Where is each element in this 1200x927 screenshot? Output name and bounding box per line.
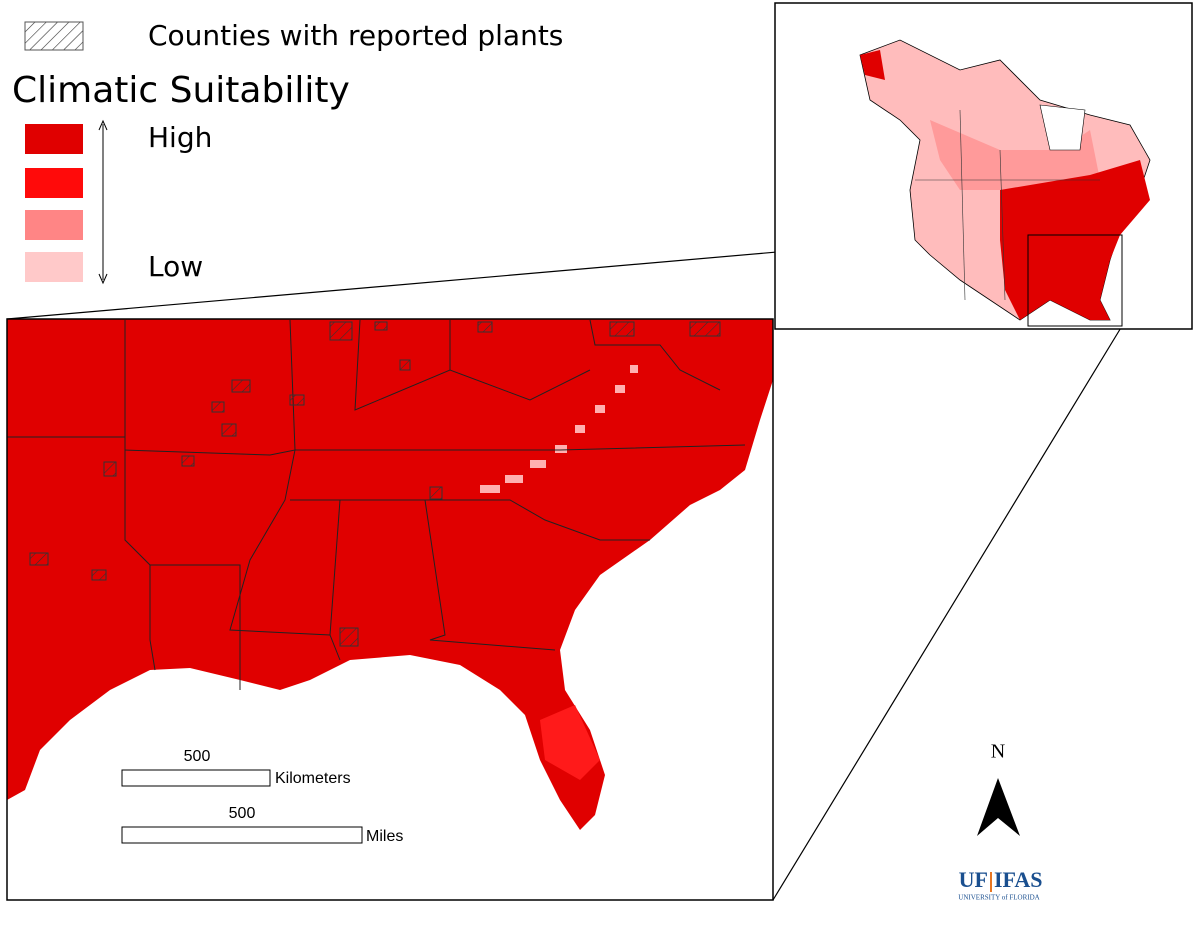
swatch	[25, 168, 83, 198]
scale-bar-mi	[121, 826, 363, 844]
scale-unit: Kilometers	[275, 770, 351, 787]
low-suitability-patches	[480, 365, 638, 493]
main-map	[6, 318, 774, 901]
north-arrow	[977, 778, 1020, 836]
scale-arrow	[98, 119, 108, 285]
legend-title: Climatic Suitability	[12, 70, 350, 111]
scale-bar-km	[121, 769, 271, 787]
swatch-low	[25, 252, 83, 282]
logo-left: UF	[959, 867, 988, 892]
swatch	[25, 210, 83, 240]
state-borders	[7, 319, 746, 690]
inset-map	[774, 2, 1193, 330]
logo-right: IFAS	[994, 867, 1043, 892]
hatch-swatch	[24, 21, 84, 51]
zoom-lines	[6, 239, 1123, 901]
scale-unit: Miles	[366, 828, 403, 845]
scale-distance: 500	[229, 805, 256, 822]
reported-counties	[29, 321, 721, 647]
swatch-high	[25, 124, 83, 154]
hatch-label: Counties with reported plants	[148, 19, 563, 52]
low-label: Low	[148, 250, 203, 283]
logo-subtitle: UNIVERSITY of FLORIDA	[958, 894, 1039, 902]
scale-distance: 500	[184, 748, 211, 765]
north-label: N	[991, 741, 1005, 763]
high-label: High	[148, 121, 212, 154]
